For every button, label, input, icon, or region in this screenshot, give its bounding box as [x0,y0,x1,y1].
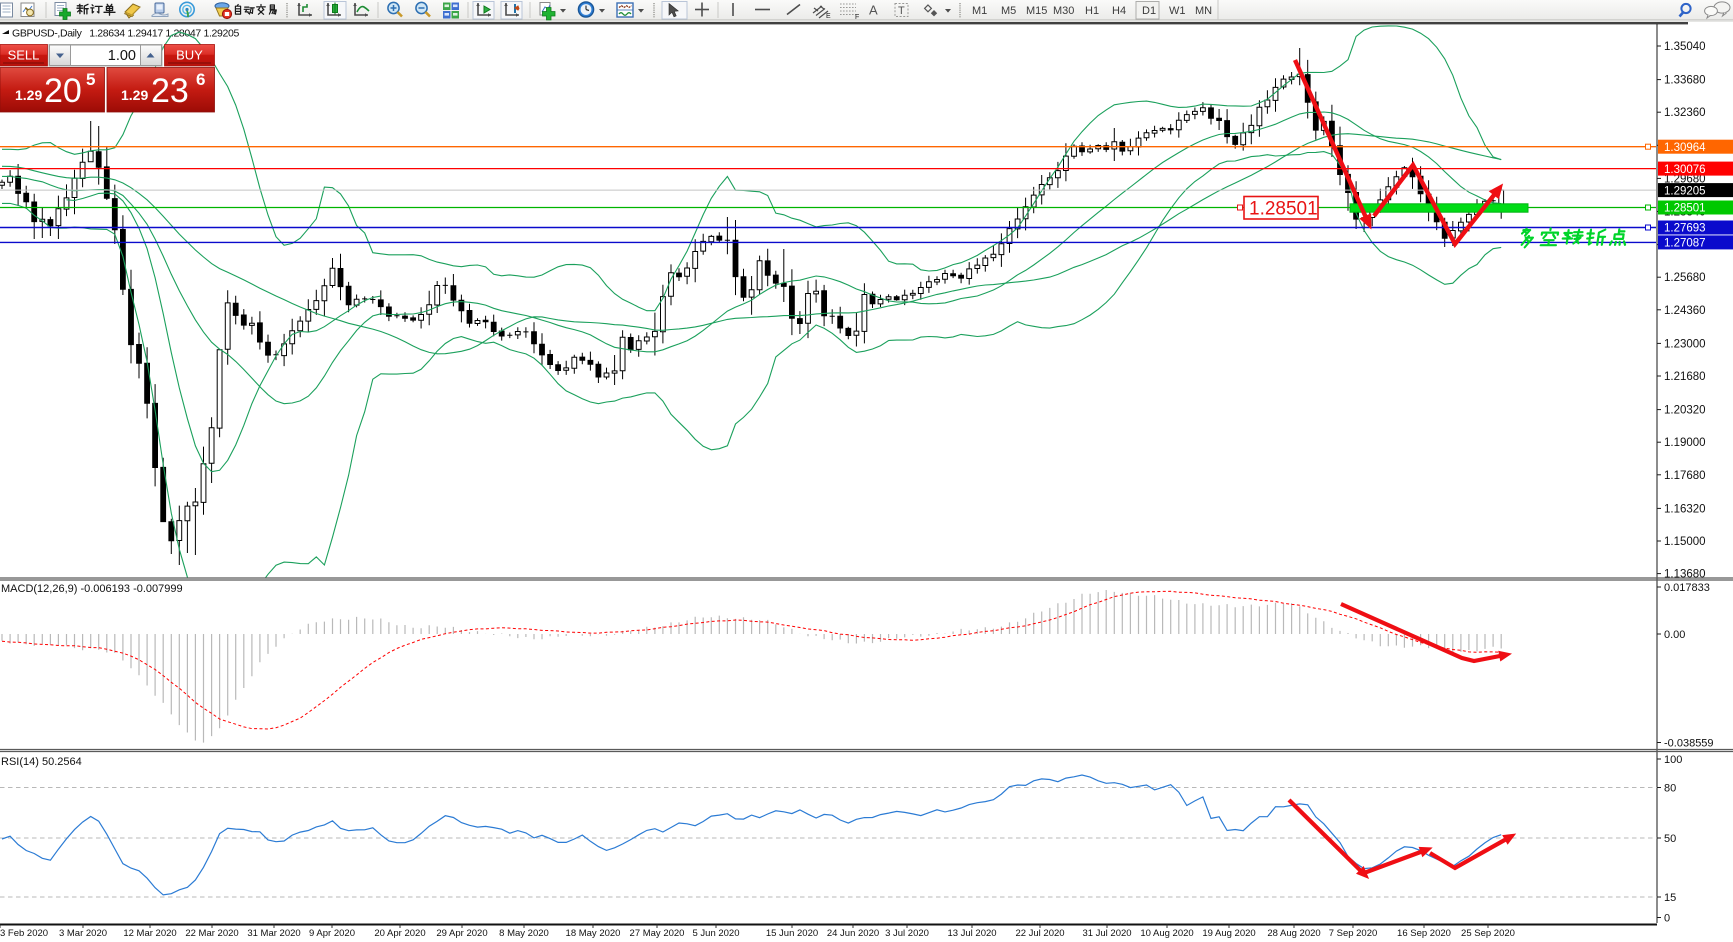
svg-text:80: 80 [1664,783,1676,795]
svg-text:GBPUSD-,Daily 1.28634 1.2941: GBPUSD-,Daily 1.28634 1.29417 1.28047 1.… [12,28,239,40]
svg-text:100: 100 [1664,754,1682,766]
svg-text:A: A [869,3,878,18]
svg-text:1.29: 1.29 [121,87,148,103]
svg-text:1.20320: 1.20320 [1664,405,1706,417]
svg-text:0.00: 0.00 [1664,629,1685,641]
svg-text:E: E [826,13,831,20]
svg-text:15 Jun 2020: 15 Jun 2020 [766,928,818,939]
svg-text:M30: M30 [1053,5,1074,17]
svg-text:1.19000: 1.19000 [1664,437,1706,449]
svg-text:1.28501: 1.28501 [1664,203,1706,215]
svg-text:28 Aug 2020: 28 Aug 2020 [1267,928,1320,939]
svg-text:5: 5 [86,70,95,89]
svg-text:1.25680: 1.25680 [1664,272,1706,284]
svg-text:19 Aug 2020: 19 Aug 2020 [1202,928,1255,939]
svg-text:31 Jul 2020: 31 Jul 2020 [1082,928,1131,939]
svg-text:1.30076: 1.30076 [1664,164,1706,176]
svg-text:1.17680: 1.17680 [1664,470,1706,482]
svg-text:22 Mar 2020: 22 Mar 2020 [185,928,238,939]
svg-text:MN: MN [1195,5,1212,17]
svg-text:1.29: 1.29 [15,87,42,103]
svg-text:1.15000: 1.15000 [1664,536,1706,548]
svg-text:M15: M15 [1026,5,1047,17]
svg-text:6: 6 [196,70,205,89]
svg-text:50: 50 [1664,833,1676,845]
svg-text:F: F [855,14,859,21]
svg-text:D1: D1 [1142,5,1156,17]
svg-text:T: T [898,5,905,17]
svg-text:BUY: BUY [176,48,203,63]
svg-text:1.21680: 1.21680 [1664,371,1706,383]
svg-text:24 Jun 2020: 24 Jun 2020 [827,928,879,939]
svg-text:12 Mar 2020: 12 Mar 2020 [123,928,176,939]
svg-text:3 Mar 2020: 3 Mar 2020 [59,928,107,939]
svg-text:W1: W1 [1169,5,1186,17]
svg-text:15: 15 [1664,892,1676,904]
svg-text:3 Feb 2020: 3 Feb 2020 [0,928,48,939]
svg-text:1.29680: 1.29680 [1664,173,1706,185]
svg-text:20: 20 [44,72,82,110]
svg-text:23: 23 [151,72,189,110]
svg-text:1.00: 1.00 [108,48,136,64]
svg-text:22 Jul 2020: 22 Jul 2020 [1015,928,1064,939]
svg-text:16 Sep 2020: 16 Sep 2020 [1397,928,1451,939]
svg-text:10 Aug 2020: 10 Aug 2020 [1140,928,1193,939]
svg-text:3 Jul 2020: 3 Jul 2020 [885,928,929,939]
svg-text:1.29205: 1.29205 [1664,185,1706,197]
svg-text:1.32360: 1.32360 [1664,107,1706,119]
svg-text:M5: M5 [1001,5,1016,17]
svg-text:1.35040: 1.35040 [1664,41,1706,53]
svg-text:1.27693: 1.27693 [1664,223,1706,235]
svg-text:5 Jun 2020: 5 Jun 2020 [692,928,739,939]
svg-text:1.13680: 1.13680 [1664,569,1706,581]
svg-text:SELL: SELL [8,48,40,63]
svg-text:-0.038559: -0.038559 [1664,738,1714,750]
svg-text:H4: H4 [1112,5,1126,17]
svg-text:27 May 2020: 27 May 2020 [630,928,685,939]
svg-text:1.30964: 1.30964 [1664,142,1706,154]
svg-text:1.27087: 1.27087 [1664,238,1706,250]
svg-text:29 Apr 2020: 29 Apr 2020 [436,928,487,939]
svg-text:M1: M1 [972,5,987,17]
svg-text:9 Apr 2020: 9 Apr 2020 [309,928,355,939]
svg-text:H1: H1 [1085,5,1099,17]
svg-text:1.23000: 1.23000 [1664,338,1706,350]
svg-text:13 Jul 2020: 13 Jul 2020 [947,928,996,939]
svg-text:7 Sep 2020: 7 Sep 2020 [1329,928,1378,939]
svg-text:1.16320: 1.16320 [1664,503,1706,515]
svg-text:8 May 2020: 8 May 2020 [499,928,549,939]
svg-text:0.017833: 0.017833 [1664,582,1710,594]
svg-text:RSI(14) 50.2564: RSI(14) 50.2564 [1,756,82,768]
svg-text:MACD(12,26,9) -0.006193 -0.007: MACD(12,26,9) -0.006193 -0.007999 [1,583,183,595]
svg-text:20 Apr 2020: 20 Apr 2020 [374,928,425,939]
svg-text:1.33680: 1.33680 [1664,75,1706,87]
svg-text:25 Sep 2020: 25 Sep 2020 [1461,928,1515,939]
svg-text:1.24360: 1.24360 [1664,305,1706,317]
svg-text:1.28501: 1.28501 [1249,199,1318,220]
svg-text:0: 0 [1664,913,1670,925]
svg-text:31 Mar 2020: 31 Mar 2020 [247,928,300,939]
svg-text:18 May 2020: 18 May 2020 [566,928,621,939]
